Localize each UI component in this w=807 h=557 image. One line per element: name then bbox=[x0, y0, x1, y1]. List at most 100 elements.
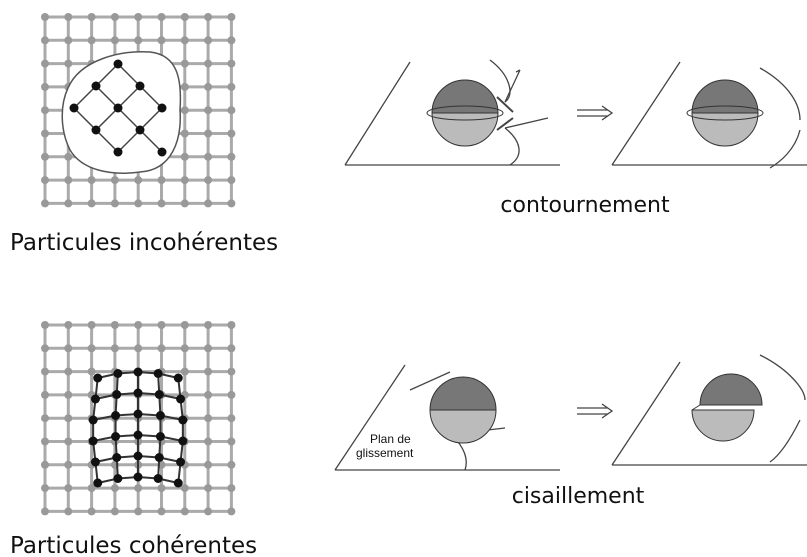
label: Particules cohérentes bbox=[10, 533, 257, 557]
lattice-node bbox=[227, 437, 236, 446]
bond bbox=[95, 129, 119, 153]
lattice-node bbox=[204, 321, 213, 329]
lattice-node bbox=[110, 344, 119, 353]
lattice-node bbox=[157, 321, 166, 329]
particle-atom bbox=[113, 59, 123, 69]
lattice-node bbox=[87, 199, 96, 208]
lattice-node bbox=[41, 414, 49, 423]
lattice-node bbox=[87, 176, 96, 185]
lattice-node bbox=[64, 199, 73, 208]
lattice-node bbox=[41, 344, 49, 353]
lattice-node bbox=[157, 507, 166, 516]
lattice-node bbox=[41, 437, 49, 446]
lattice-node bbox=[227, 129, 236, 138]
bond bbox=[139, 129, 163, 153]
sphere-4 bbox=[691, 373, 763, 442]
particle-atom bbox=[133, 451, 143, 461]
lattice-node bbox=[64, 152, 73, 161]
mechanism: contournement bbox=[500, 193, 670, 218]
bond bbox=[95, 107, 119, 131]
lattice-node bbox=[41, 460, 49, 469]
lattice-node bbox=[227, 13, 236, 21]
bond bbox=[73, 85, 97, 109]
lattice-node bbox=[87, 507, 96, 516]
lattice-node bbox=[204, 484, 213, 493]
lattice-node bbox=[180, 176, 189, 185]
lattice-node bbox=[41, 484, 49, 493]
bond bbox=[95, 63, 119, 87]
lattice-node bbox=[134, 507, 143, 516]
sphere-1 bbox=[426, 79, 504, 147]
lattice-node bbox=[134, 176, 143, 185]
lattice-node bbox=[180, 13, 189, 21]
lattice-node bbox=[157, 36, 166, 45]
lattice-node bbox=[87, 484, 96, 493]
lattice-node bbox=[227, 484, 236, 493]
bond bbox=[117, 129, 141, 153]
particle-atom bbox=[153, 474, 163, 483]
particle-atom bbox=[88, 415, 98, 425]
particle-atom bbox=[112, 453, 122, 462]
lattice-node bbox=[204, 344, 213, 353]
lattice-node bbox=[64, 13, 73, 21]
lattice-node bbox=[180, 152, 189, 161]
lattice-node bbox=[180, 321, 189, 329]
lattice-node bbox=[134, 344, 143, 353]
lattice-node bbox=[180, 199, 189, 208]
particle-atom bbox=[154, 390, 164, 399]
lattice-node bbox=[64, 484, 73, 493]
lattice-node bbox=[41, 59, 49, 68]
particle-atom bbox=[155, 432, 165, 441]
lattice-node bbox=[64, 367, 73, 376]
lattice-node bbox=[41, 507, 49, 516]
bond bbox=[95, 85, 119, 109]
particle-atom bbox=[155, 411, 165, 420]
lattice-node bbox=[110, 199, 119, 208]
lattice-node bbox=[180, 129, 189, 138]
lattice-node bbox=[41, 390, 49, 399]
lattice-node bbox=[64, 344, 73, 353]
lattice-node bbox=[64, 414, 73, 423]
lattice-node bbox=[134, 36, 143, 45]
lattice-node bbox=[227, 106, 236, 115]
lattice-node bbox=[87, 344, 96, 353]
particle-atom bbox=[113, 147, 123, 157]
lattice-node bbox=[64, 507, 73, 516]
lattice-node bbox=[157, 176, 166, 185]
lattice-node bbox=[87, 321, 96, 329]
particle-atom bbox=[135, 81, 145, 91]
lattice-node bbox=[180, 106, 189, 115]
particle-atom bbox=[90, 394, 100, 404]
particle-atom bbox=[113, 474, 123, 483]
lattice-node bbox=[41, 152, 49, 161]
sphere-2 bbox=[686, 79, 764, 147]
lattice-node bbox=[64, 437, 73, 446]
coherent-particle bbox=[88, 367, 188, 488]
lattice-node bbox=[110, 13, 119, 21]
lattice-node bbox=[180, 507, 189, 516]
lattice-node bbox=[134, 321, 143, 329]
particle-atom bbox=[91, 125, 101, 135]
plane-label: glissement bbox=[356, 446, 414, 460]
incoherent-particle bbox=[69, 59, 167, 157]
lattice-node bbox=[110, 36, 119, 45]
lattice-node bbox=[227, 152, 236, 161]
blob bbox=[61, 51, 182, 174]
particle-atom bbox=[90, 457, 100, 467]
lattice-node bbox=[227, 36, 236, 45]
particle-atom bbox=[69, 103, 79, 113]
lattice-node bbox=[204, 152, 213, 161]
lattice-node bbox=[180, 82, 189, 91]
particle-atom bbox=[93, 478, 103, 488]
lattice-node bbox=[204, 460, 213, 469]
particle-atom bbox=[133, 409, 143, 419]
lattice-node bbox=[227, 59, 236, 68]
lattice-node bbox=[227, 507, 236, 516]
lattice-node bbox=[204, 507, 213, 516]
lattice-node bbox=[204, 414, 213, 423]
particle-atom bbox=[178, 436, 188, 446]
bond bbox=[139, 107, 163, 131]
lattice-node bbox=[134, 199, 143, 208]
lattice-node bbox=[180, 344, 189, 353]
